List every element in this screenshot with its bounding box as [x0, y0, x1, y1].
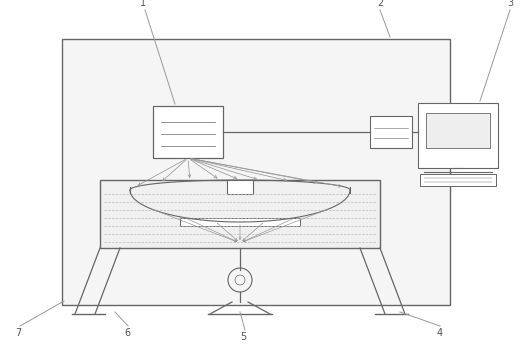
Text: 1: 1 — [140, 0, 146, 8]
Bar — [418, 103, 498, 168]
Text: 7: 7 — [15, 328, 21, 338]
Text: 4: 4 — [437, 328, 443, 338]
Bar — [420, 174, 496, 186]
Text: 5: 5 — [240, 332, 246, 342]
Bar — [153, 106, 223, 158]
Text: 2: 2 — [377, 0, 383, 8]
Bar — [100, 180, 380, 248]
Bar — [370, 116, 412, 148]
Bar — [180, 218, 300, 226]
Text: 3: 3 — [507, 0, 513, 8]
Bar — [227, 180, 253, 194]
Bar — [62, 39, 450, 305]
Bar — [426, 113, 490, 148]
Text: 6: 6 — [124, 328, 130, 338]
